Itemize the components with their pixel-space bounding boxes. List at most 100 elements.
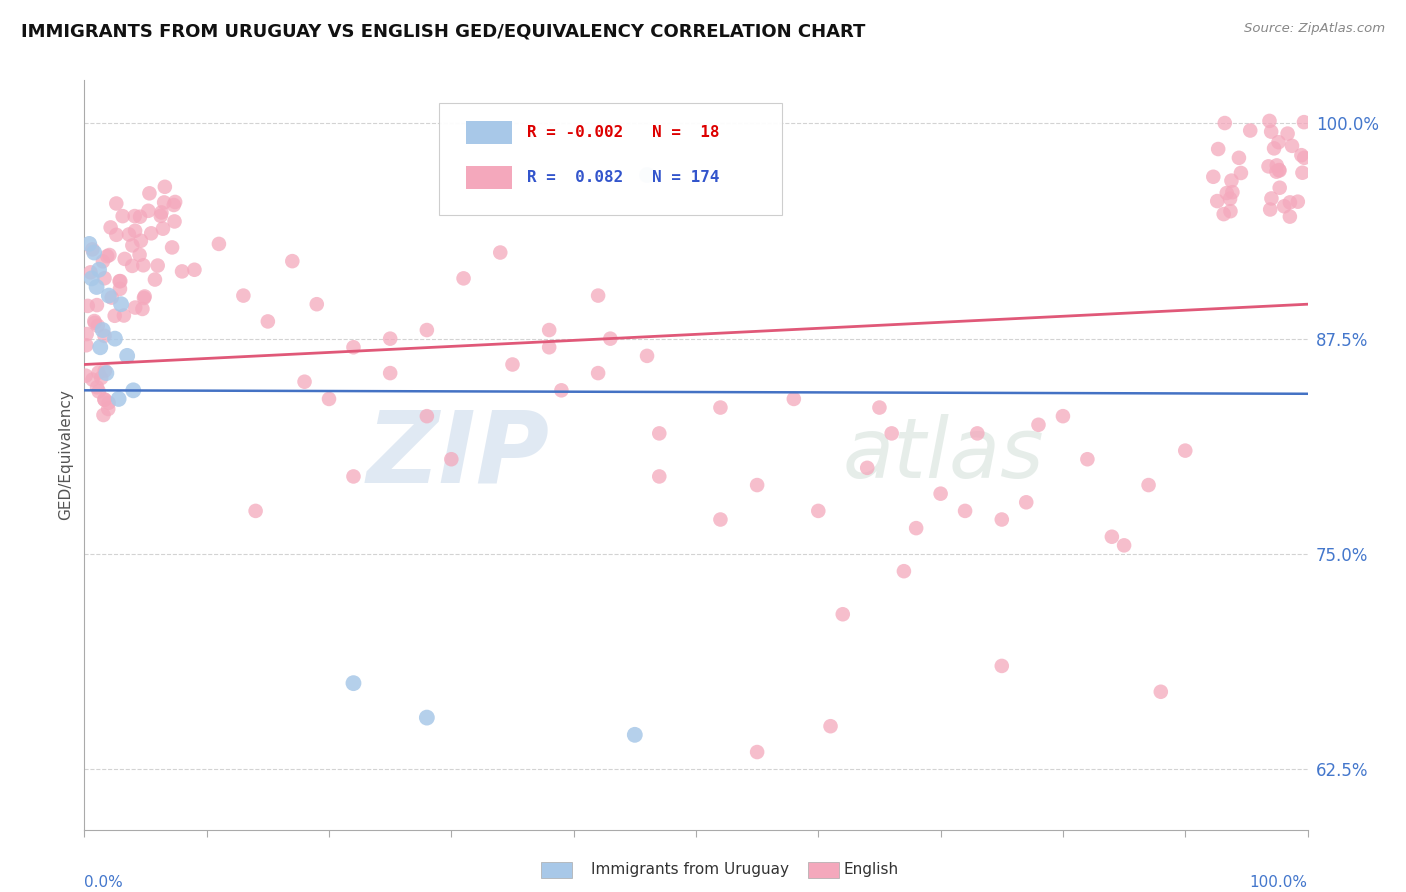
Point <box>82 373 104 387</box>
Point <box>453 271 475 285</box>
Point <box>1263 141 1285 155</box>
Point <box>75 368 97 383</box>
Point <box>183 262 205 277</box>
Point <box>115 349 138 363</box>
Point <box>1268 180 1291 194</box>
Point <box>1213 116 1236 130</box>
Point <box>160 240 183 254</box>
Text: Source: ZipAtlas.com: Source: ZipAtlas.com <box>1244 22 1385 36</box>
Point <box>110 297 132 311</box>
Point <box>100 291 122 305</box>
Point <box>91 254 114 268</box>
Point <box>83 316 105 330</box>
Point <box>709 401 731 415</box>
Point <box>991 659 1014 673</box>
Point <box>905 521 928 535</box>
Point <box>87 262 110 277</box>
Text: Immigrants from Uruguay: Immigrants from Uruguay <box>591 863 789 877</box>
Point <box>149 209 172 223</box>
Point <box>232 288 254 302</box>
Point <box>342 340 364 354</box>
Point <box>89 340 111 354</box>
Point <box>138 203 160 218</box>
Point <box>132 258 155 272</box>
Point <box>82 243 104 257</box>
Point <box>380 332 402 346</box>
Point <box>1281 138 1303 153</box>
Point <box>869 401 891 415</box>
Point <box>538 340 561 354</box>
Point <box>599 332 621 346</box>
Point <box>163 198 186 212</box>
Text: IMMIGRANTS FROM URUGUAY VS ENGLISH GED/EQUIVALENCY CORRELATION CHART: IMMIGRANTS FROM URUGUAY VS ENGLISH GED/E… <box>21 22 866 40</box>
Point <box>550 384 572 398</box>
Point <box>93 329 115 343</box>
Point <box>87 384 110 399</box>
Point <box>586 366 609 380</box>
Point <box>1277 127 1299 141</box>
Point <box>96 366 118 380</box>
Point <box>124 209 146 223</box>
Point <box>1292 115 1315 129</box>
Point <box>416 323 439 337</box>
Point <box>94 392 117 407</box>
Point <box>747 478 769 492</box>
Text: atlas: atlas <box>842 415 1045 495</box>
Point <box>114 252 136 266</box>
Point <box>165 194 187 209</box>
Point <box>131 301 153 316</box>
Point <box>152 221 174 235</box>
Point <box>105 227 128 242</box>
Point <box>648 469 671 483</box>
Point <box>79 265 101 279</box>
Point <box>1101 530 1123 544</box>
Point <box>91 323 114 337</box>
Point <box>1278 210 1301 224</box>
Point <box>953 504 976 518</box>
Point <box>138 186 160 201</box>
Point <box>1114 538 1136 552</box>
Point <box>86 380 108 394</box>
Point <box>112 309 135 323</box>
Point <box>1267 135 1289 149</box>
Point <box>489 245 512 260</box>
Point <box>991 512 1014 526</box>
FancyBboxPatch shape <box>465 121 513 144</box>
Point <box>104 309 127 323</box>
Point <box>93 271 115 285</box>
Point <box>1278 195 1301 210</box>
Point <box>93 408 115 422</box>
Point <box>96 249 118 263</box>
Point <box>1219 192 1241 206</box>
Point <box>1174 443 1197 458</box>
Point <box>440 452 463 467</box>
Point <box>111 209 134 223</box>
Point <box>1258 114 1281 128</box>
Point <box>90 371 112 385</box>
Point <box>1257 160 1279 174</box>
Point <box>648 426 671 441</box>
Point <box>146 259 169 273</box>
Point <box>880 426 903 441</box>
Point <box>86 280 108 294</box>
Point <box>1219 204 1241 219</box>
Point <box>124 301 146 315</box>
Point <box>636 168 658 182</box>
Point <box>1220 173 1243 187</box>
Text: English: English <box>844 863 898 877</box>
Point <box>807 504 830 518</box>
Point <box>93 392 115 407</box>
Point <box>121 259 143 273</box>
Point <box>97 396 120 410</box>
Point <box>118 227 141 242</box>
Point <box>1212 207 1234 221</box>
Point <box>83 314 105 328</box>
Point <box>1291 166 1313 180</box>
Point <box>121 238 143 252</box>
Point <box>636 349 658 363</box>
Point <box>1260 191 1282 205</box>
Point <box>83 245 105 260</box>
Point <box>1265 164 1288 178</box>
Point <box>87 318 110 333</box>
Point <box>77 236 100 251</box>
